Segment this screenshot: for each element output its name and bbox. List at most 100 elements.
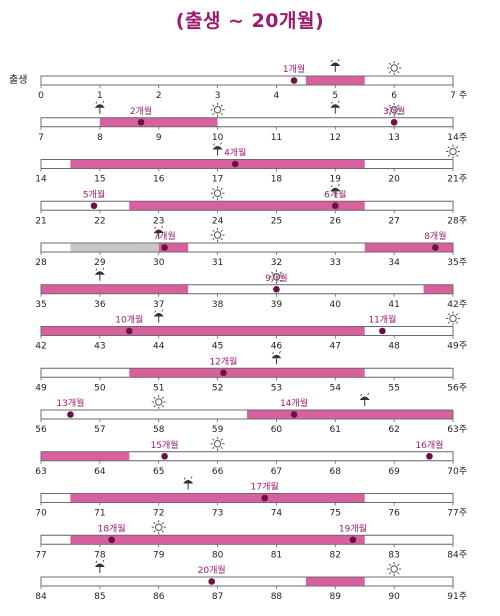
sun-ray [220,446,223,450]
week-unit-label: 주 [459,424,467,435]
month-marker-dot [108,536,115,544]
sun-ray [212,229,215,232]
week-tick-label: 22 [94,216,105,226]
sun-ray [153,530,156,533]
week-tick-label: 75 [330,509,341,519]
week-tick-label: 77 [35,550,46,560]
week-tick-label: 80 [212,550,224,560]
umbrella-canopy [330,104,341,108]
umbrella-rain-icon [330,58,341,72]
umbrella-rain-icon [183,476,194,490]
highlight-segment [70,493,365,503]
week-tick-label: 77 [447,509,458,519]
week-tick-label: 3 [215,91,221,101]
month-marker-label: 3개월 [383,105,405,117]
sun-ray [220,229,223,232]
week-tick-label: 54 [330,383,342,393]
month-marker-label: 16개월 [415,439,443,451]
sun-ray [397,104,400,107]
sun-ray [220,187,223,191]
highlight-segment [41,284,189,294]
month-marker-label: 1개월 [283,63,305,75]
week-tick-label: 31 [212,258,223,268]
timeline-frame [40,493,454,503]
week-tick-label: 88 [271,592,283,602]
sun-ray [161,521,165,525]
sun-core [155,398,163,406]
week-tick-label: 7 [38,133,44,143]
sun-core [155,523,163,531]
rain-drop [95,101,98,104]
week-tick-label: 83 [388,550,399,560]
rain-drop [102,267,105,270]
sun-icon [446,311,460,326]
week-tick-label: 16 [153,175,165,185]
highlight-segment [305,76,365,85]
sun-icon [210,102,225,117]
month-marker-dot [390,118,398,126]
umbrella-canopy [330,62,341,66]
week-tick-label: 76 [388,509,400,519]
week-tick-label: 69 [388,467,400,477]
sun-ray [397,572,400,575]
highlight-segment [423,284,453,294]
sun-ray [447,321,450,324]
week-tick-label: 5 [332,91,338,101]
week-tick-label: 29 [94,258,106,268]
month-marker-dot [432,244,439,251]
week-tick-label: 72 [153,509,164,519]
rain-drop [330,185,333,188]
highlight-segment [99,117,218,127]
sun-icon [210,436,225,451]
rain-drop [337,58,340,62]
week-tick-label: 56 [447,383,459,393]
umbrella-canopy [330,187,341,192]
sun-core [390,565,398,573]
week-unit-label: 주 [459,466,467,477]
week-unit-label: 주 [459,341,467,352]
sun-ray [212,196,215,199]
rain-drop [330,59,333,63]
week-tick-label: 19 [330,175,342,185]
timeline-bar [40,75,454,86]
umbrella-canopy [153,313,164,317]
rain-drop [337,184,340,187]
month-marker-label: 19개월 [339,522,367,534]
week-unit-label: 주 [459,508,467,519]
week-tick-label: 55 [388,383,399,393]
sun-ray [212,446,215,450]
month-marker-label: 4개월 [224,147,246,159]
rain-drop [272,352,274,355]
sun-ray [397,62,400,65]
timeline-frame [40,367,454,378]
week-tick-label: 21 [447,175,458,185]
week-tick-label: 6 [391,91,397,101]
month-marker-label: 10개월 [115,314,143,326]
month-marker-label: 11개월 [368,314,396,326]
week-tick-label: 34 [388,258,400,268]
sun-ray [212,187,215,191]
sun-ray [271,271,274,274]
week-tick-label: 11 [271,133,282,143]
sun-ray [279,271,282,274]
sun-ray [456,313,459,316]
rain-drop [279,351,281,354]
sun-ray [161,405,165,408]
sun-ray [456,146,459,149]
month-marker-label: 9개월 [265,272,287,284]
week-tick-label: 65 [153,467,164,477]
rain-drop [154,310,157,313]
rain-drop [183,477,186,480]
rain-drop [161,225,164,229]
umbrella-canopy [94,563,105,567]
week-tick-label: 50 [94,383,106,393]
month-marker-label: 14개월 [280,397,308,409]
week-tick-label: 1 [97,91,103,101]
week-tick-label: 51 [153,383,164,393]
sun-core [213,231,222,239]
week-tick-label: 89 [330,592,342,602]
month-marker-dot [331,202,339,210]
sun-icon [210,228,225,242]
sun-icon [151,520,166,535]
week-tick-label: 67 [271,467,282,477]
